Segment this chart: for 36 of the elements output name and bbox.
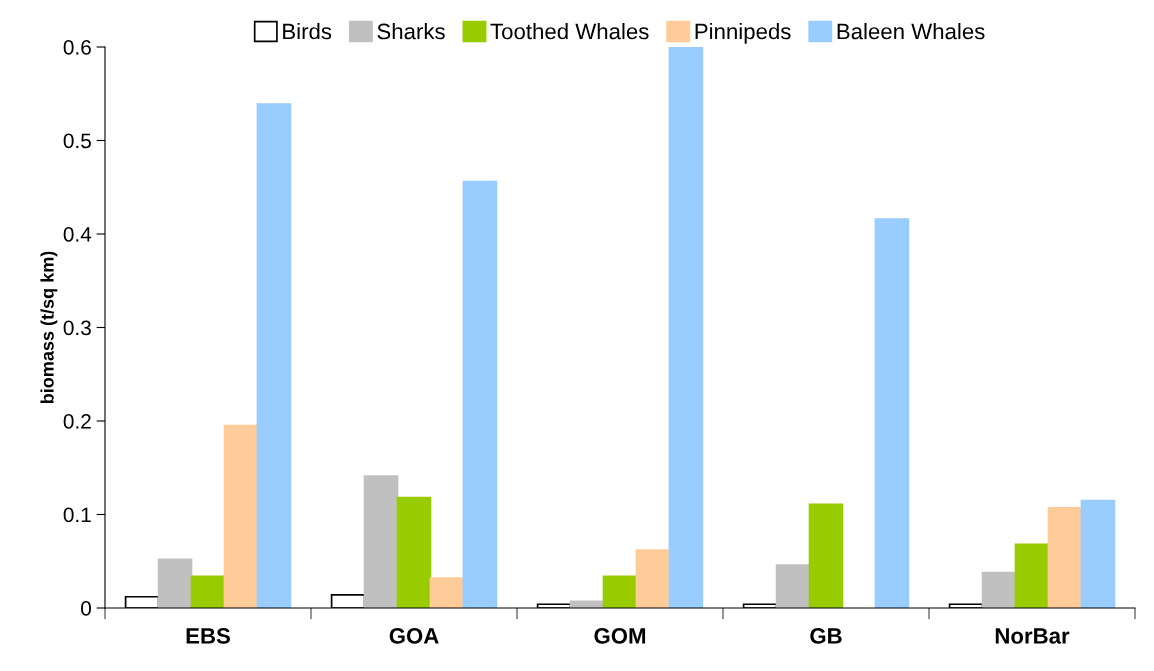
y-tick-label: 0 [81, 601, 91, 616]
x-tick-label: EBS [186, 628, 230, 644]
legend-label: Toothed Whales [490, 23, 649, 40]
bar [1047, 507, 1083, 608]
x-tick-label: GOA [389, 628, 439, 644]
x-tick-label: NorBar [995, 628, 1070, 644]
y-tick-label: 0.4 [63, 227, 92, 242]
y-tick-label: 0.1 [63, 507, 91, 523]
bar [1014, 543, 1050, 608]
x-tick-label: GB [810, 628, 842, 644]
y-axis-title: biomass (t/sq km) [40, 251, 58, 404]
legend-label: Pinnipeds [695, 23, 791, 44]
bar [157, 558, 193, 608]
legend-label: Sharks [377, 23, 445, 40]
y-tick-label: 0.3 [63, 320, 91, 336]
bar [429, 577, 465, 608]
bar [1080, 499, 1116, 608]
y-tick-label: 0.6 [63, 40, 91, 55]
legend-label: Birds [283, 23, 332, 40]
bar [775, 564, 811, 608]
y-tick-label: 0.2 [63, 414, 91, 429]
bar [396, 496, 432, 608]
bar [256, 103, 292, 608]
bar [190, 575, 226, 608]
bar [363, 475, 399, 608]
x-tick-label: GOM [594, 628, 646, 644]
bar [668, 47, 704, 608]
bar [602, 575, 638, 608]
bar [874, 218, 910, 608]
y-tick-label: 0.5 [63, 133, 91, 149]
bar [981, 571, 1017, 608]
bar [462, 180, 498, 608]
bar [635, 549, 671, 608]
bar [223, 424, 259, 608]
bar [808, 503, 844, 608]
legend-label: Baleen Whales [837, 23, 985, 40]
